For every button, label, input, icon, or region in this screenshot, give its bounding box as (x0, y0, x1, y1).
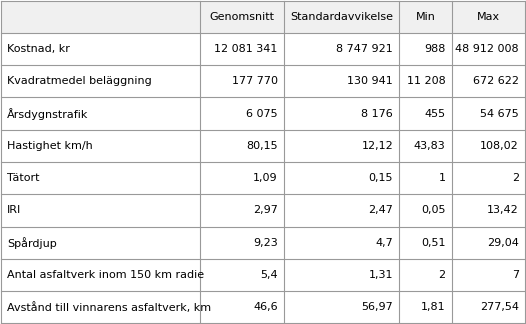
Bar (1, 259, 525, 291)
Text: Max: Max (477, 12, 500, 22)
Text: 13,42: 13,42 (487, 205, 519, 215)
Text: 56,97: 56,97 (361, 302, 393, 312)
Text: Kostnad, kr: Kostnad, kr (7, 44, 70, 54)
Text: 6 075: 6 075 (246, 109, 278, 119)
Text: Spårdjup: Spårdjup (7, 237, 57, 249)
Bar (1, 226, 525, 259)
Text: 5,4: 5,4 (260, 270, 278, 280)
Text: Genomsnitt: Genomsnitt (209, 12, 275, 22)
Text: 277,54: 277,54 (480, 302, 519, 312)
Text: 1,81: 1,81 (421, 302, 446, 312)
Bar (1, 98, 525, 130)
Text: Min: Min (416, 12, 436, 22)
Text: 2: 2 (512, 173, 519, 183)
Text: 12 081 341: 12 081 341 (214, 44, 278, 54)
Text: 80,15: 80,15 (246, 141, 278, 151)
Text: 46,6: 46,6 (253, 302, 278, 312)
Text: 108,02: 108,02 (480, 141, 519, 151)
Text: 4,7: 4,7 (376, 237, 393, 248)
Text: Standardavvikelse: Standardavvikelse (290, 12, 393, 22)
Text: 9,23: 9,23 (253, 237, 278, 248)
Bar (1, 291, 525, 323)
Text: 11 208: 11 208 (407, 76, 446, 87)
Text: 8 747 921: 8 747 921 (336, 44, 393, 54)
Bar (1, 33, 525, 65)
Text: 1: 1 (439, 173, 446, 183)
Text: Kvadratmedel beläggning: Kvadratmedel beläggning (7, 76, 151, 87)
Text: 672 622: 672 622 (473, 76, 519, 87)
Text: 29,04: 29,04 (487, 237, 519, 248)
Text: IRI: IRI (7, 205, 21, 215)
Bar (1, 162, 525, 194)
Text: 1,09: 1,09 (253, 173, 278, 183)
Bar (1, 130, 525, 162)
Bar (1, 194, 525, 226)
Text: Tätort: Tätort (7, 173, 39, 183)
Text: Avstånd till vinnarens asfaltverk, km: Avstånd till vinnarens asfaltverk, km (7, 302, 211, 313)
Text: 455: 455 (424, 109, 446, 119)
Text: 8 176: 8 176 (361, 109, 393, 119)
Text: 2: 2 (439, 270, 446, 280)
Bar (1, 1, 525, 33)
Text: Antal asfaltverk inom 150 km radie: Antal asfaltverk inom 150 km radie (7, 270, 204, 280)
Text: 2,97: 2,97 (253, 205, 278, 215)
Text: 7: 7 (512, 270, 519, 280)
Text: 130 941: 130 941 (347, 76, 393, 87)
Text: 2,47: 2,47 (368, 205, 393, 215)
Text: 12,12: 12,12 (361, 141, 393, 151)
Text: 988: 988 (424, 44, 446, 54)
Text: 0,15: 0,15 (369, 173, 393, 183)
Text: 54 675: 54 675 (480, 109, 519, 119)
Text: 0,51: 0,51 (421, 237, 446, 248)
Text: 1,31: 1,31 (369, 270, 393, 280)
Text: Årsdygnstrafik: Årsdygnstrafik (7, 108, 88, 120)
Text: 43,83: 43,83 (414, 141, 446, 151)
Text: 177 770: 177 770 (231, 76, 278, 87)
Text: Hastighet km/h: Hastighet km/h (7, 141, 93, 151)
Text: 0,05: 0,05 (421, 205, 446, 215)
Bar (1, 65, 525, 98)
Text: 48 912 008: 48 912 008 (456, 44, 519, 54)
